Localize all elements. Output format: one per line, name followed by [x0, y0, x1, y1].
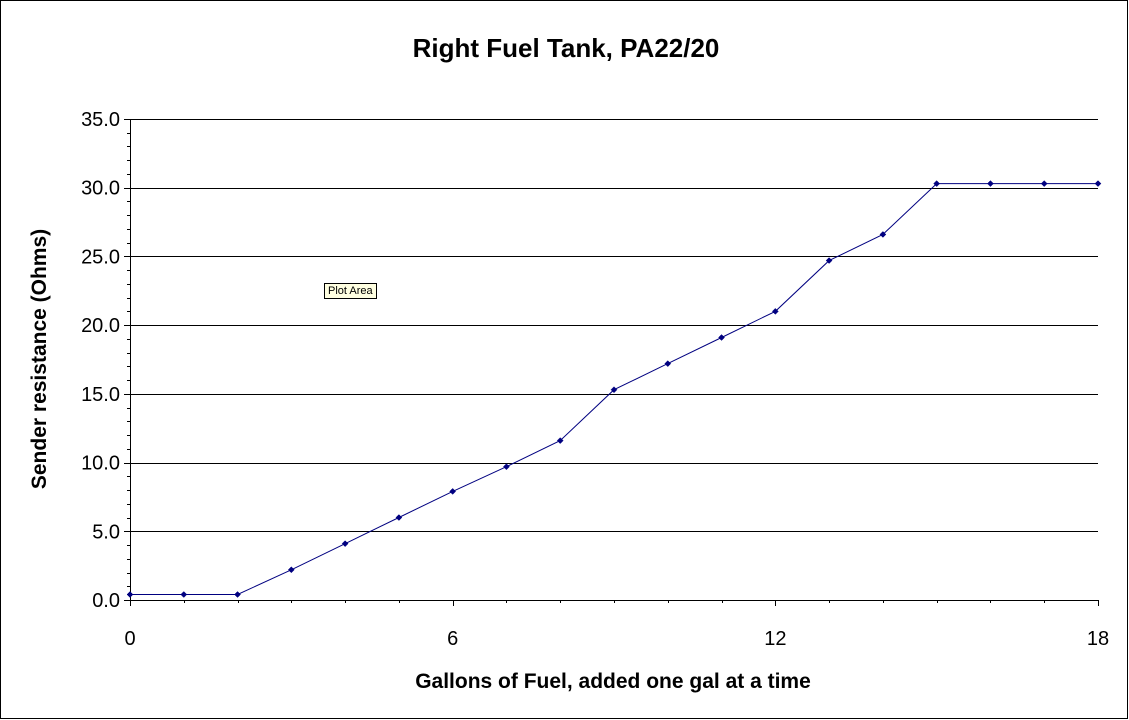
data-point[interactable] — [825, 257, 833, 264]
y-tick-label: 10.0 — [81, 453, 120, 475]
data-point[interactable] — [126, 591, 134, 598]
data-point[interactable] — [287, 566, 295, 574]
data-point[interactable] — [771, 308, 779, 315]
y-tick-label: 30.0 — [81, 178, 120, 200]
y-tick-label: 35.0 — [81, 109, 120, 131]
data-point[interactable] — [341, 540, 349, 548]
y-axis-label: Sender resistance (Ohms) — [28, 229, 51, 489]
series-group — [126, 180, 1102, 598]
y-tick-label: 5.0 — [92, 521, 120, 543]
data-point[interactable] — [933, 180, 941, 187]
data-point[interactable] — [449, 488, 457, 495]
data-point[interactable] — [610, 386, 618, 394]
plot-area-tooltip: Plot Area — [324, 283, 377, 299]
y-tick-label: 15.0 — [81, 384, 120, 406]
x-tick-label: 6 — [447, 628, 458, 650]
data-point[interactable] — [1094, 180, 1102, 187]
data-point[interactable] — [664, 360, 672, 367]
data-point[interactable] — [180, 591, 188, 598]
y-tick-label: 20.0 — [81, 315, 120, 337]
data-point[interactable] — [718, 334, 725, 341]
y-tick-label: 0.0 — [92, 590, 120, 612]
chart-title: Right Fuel Tank, PA22/20 — [413, 33, 720, 63]
data-point[interactable] — [503, 463, 510, 471]
data-point[interactable] — [234, 591, 241, 598]
data-point[interactable] — [987, 180, 994, 187]
data-point[interactable] — [395, 514, 403, 521]
x-tick-label: 0 — [124, 628, 135, 650]
y-tick-label: 25.0 — [81, 246, 120, 268]
x-tick-label: 18 — [1087, 628, 1109, 650]
x-axis-ticks: 0 6 12 18 — [124, 600, 1109, 650]
gridlines — [130, 119, 1098, 532]
y-axis-ticks: 0.0 5.0 10.0 15.0 20.0 25.0 30.0 35.0 — [81, 109, 130, 612]
data-point[interactable] — [556, 437, 564, 444]
data-point[interactable] — [1040, 180, 1048, 187]
data-point[interactable] — [879, 231, 887, 238]
x-axis-label: Gallons of Fuel, added one gal at a time — [415, 670, 811, 693]
x-tick-label: 12 — [764, 628, 786, 650]
